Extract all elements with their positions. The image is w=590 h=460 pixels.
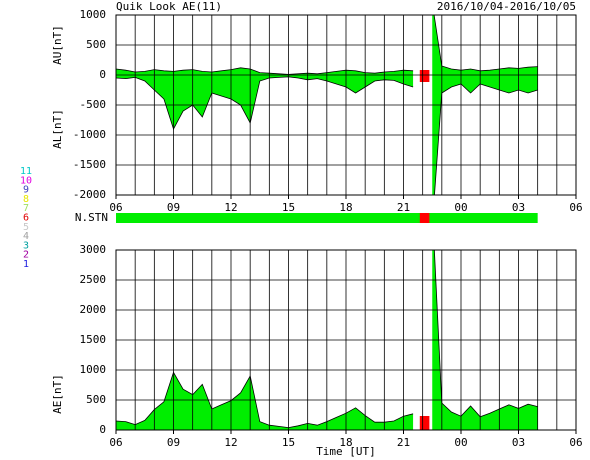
y-tick-label: 1500 xyxy=(80,333,107,346)
x-tick-label: 09 xyxy=(167,201,180,214)
station-number: 4 xyxy=(23,231,29,242)
status-bar xyxy=(116,213,538,223)
x-tick-label: 18 xyxy=(339,201,352,214)
y-tick-label: 500 xyxy=(86,393,106,406)
x-tick-label: 03 xyxy=(512,201,525,214)
y-tick-label: 0 xyxy=(99,68,106,81)
x-tick-label: 12 xyxy=(224,201,237,214)
x-tick-label: 12 xyxy=(224,436,237,449)
x-tick-label: 15 xyxy=(282,201,295,214)
y-axis-label: AU[nT] xyxy=(51,25,64,65)
station-number: 10 xyxy=(20,175,32,186)
x-tick-label: 15 xyxy=(282,436,295,449)
y-tick-label: 500 xyxy=(86,38,106,51)
station-number: 11 xyxy=(20,166,32,177)
y-tick-label: 0 xyxy=(99,423,106,436)
y-tick-label: 2500 xyxy=(80,273,107,286)
chart-title: Quik Look AE(11) xyxy=(116,0,222,13)
y-tick-label: 1000 xyxy=(80,363,107,376)
station-number: 5 xyxy=(23,222,29,233)
station-number: 2 xyxy=(23,250,29,261)
x-tick-label: 06 xyxy=(109,436,122,449)
y-tick-label: -1500 xyxy=(73,158,106,171)
area-fill xyxy=(116,372,414,430)
station-number: 6 xyxy=(23,213,29,224)
y-tick-label: -2000 xyxy=(73,188,106,201)
x-tick-label: 03 xyxy=(512,436,525,449)
plot-frame xyxy=(115,249,577,431)
station-number: 9 xyxy=(23,185,29,196)
station-number: 3 xyxy=(23,240,29,251)
plot-frame xyxy=(115,14,577,196)
y-tick-label: 2000 xyxy=(80,303,107,316)
series-line xyxy=(116,250,538,429)
station-number: 1 xyxy=(23,259,29,270)
y-tick-label: -500 xyxy=(80,98,107,111)
x-tick-label: 21 xyxy=(397,436,410,449)
y-axis-label: AL[nT] xyxy=(51,109,64,149)
status-label: N.STN xyxy=(75,211,108,224)
band-fill xyxy=(116,67,414,129)
series-line xyxy=(116,76,538,195)
x-tick-label: 21 xyxy=(397,201,410,214)
y-axis-label: AE[nT] xyxy=(51,374,64,414)
y-tick-label: -1000 xyxy=(73,128,106,141)
plot-area xyxy=(116,250,538,430)
band-fill xyxy=(432,15,538,195)
station-number: 8 xyxy=(23,194,29,205)
x-tick-label: 00 xyxy=(454,201,467,214)
y-tick-label: 3000 xyxy=(80,243,107,256)
x-tick-label: 06 xyxy=(569,436,582,449)
status-outage xyxy=(419,213,430,223)
outage-marker xyxy=(419,70,430,82)
series-line xyxy=(116,15,538,75)
x-axis-label: Time [UT] xyxy=(316,445,376,458)
x-tick-label: 09 xyxy=(167,436,180,449)
x-tick-label: 06 xyxy=(569,201,582,214)
x-tick-label: 06 xyxy=(109,201,122,214)
area-fill xyxy=(432,250,538,430)
station-number: 7 xyxy=(23,203,29,214)
outage-marker xyxy=(419,416,430,430)
x-tick-label: 18 xyxy=(339,436,352,449)
x-tick-label: 00 xyxy=(454,436,467,449)
period: 2016/10/04-2016/10/05 xyxy=(437,0,576,13)
plot-area xyxy=(116,15,538,195)
y-tick-label: 1000 xyxy=(80,8,107,21)
